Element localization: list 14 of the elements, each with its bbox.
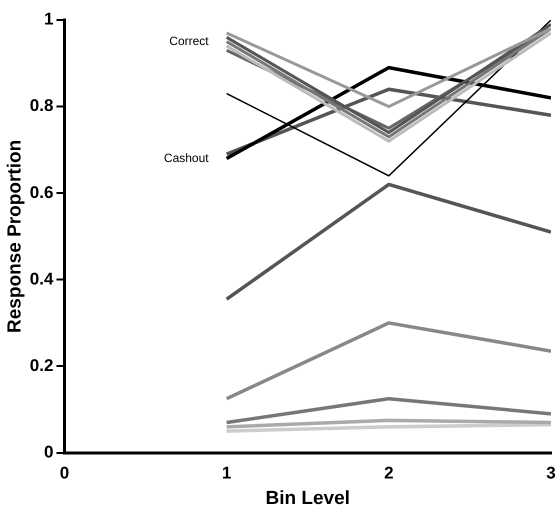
x-tick-label: 2 — [384, 464, 394, 483]
x-tick-label: 0 — [60, 464, 70, 483]
y-tick-label: 0.4 — [30, 269, 54, 288]
y-tick-label: 0.8 — [30, 96, 54, 116]
y-tick-label: 0 — [44, 442, 54, 462]
y-tick-label: 0.6 — [30, 182, 54, 202]
x-tick-label: 1 — [222, 464, 232, 483]
y-tick-label: 0.2 — [30, 356, 54, 375]
y-tick-label: 1 — [44, 10, 54, 29]
y-axis-title: Response Proportion — [4, 140, 26, 333]
annotation: Correct — [169, 34, 210, 48]
annotation: Cashout — [164, 150, 210, 165]
x-tick-label: 3 — [546, 464, 556, 483]
x-axis-title: Bin Level — [265, 488, 350, 509]
